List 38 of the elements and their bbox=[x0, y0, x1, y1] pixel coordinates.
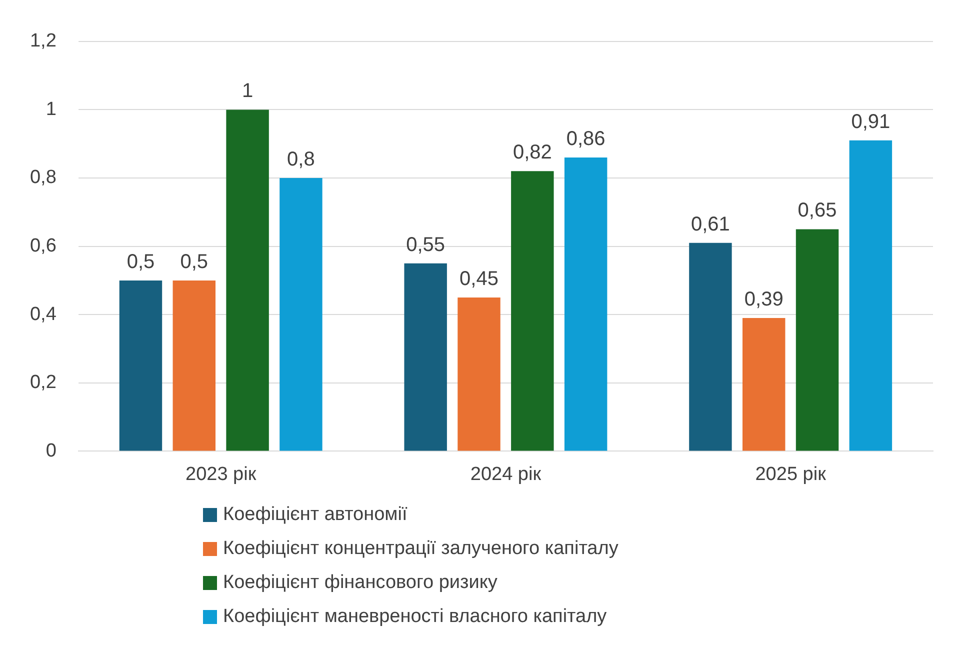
legend-label: Коефіцієнт фінансового ризику bbox=[223, 572, 498, 594]
bar bbox=[119, 280, 162, 451]
bar bbox=[280, 178, 322, 451]
bar bbox=[226, 110, 269, 451]
bar bbox=[689, 242, 732, 451]
bar bbox=[742, 318, 786, 451]
y-tick-label: 0,2 bbox=[30, 372, 56, 394]
bar bbox=[172, 280, 216, 451]
data-label: 0,86 bbox=[566, 128, 606, 150]
y-tick-label: 0 bbox=[46, 440, 56, 462]
data-label: 0,61 bbox=[690, 213, 730, 236]
y-tick-label: 1 bbox=[46, 98, 56, 120]
data-label: 0,5 bbox=[180, 250, 208, 273]
data-label: 0,82 bbox=[512, 142, 552, 164]
y-tick-label: 0,8 bbox=[30, 167, 56, 188]
y-tick-label: 0,4 bbox=[30, 304, 57, 325]
legend-label: Коефіцієнт маневреності власного капіталу bbox=[223, 606, 607, 628]
bar bbox=[458, 298, 500, 451]
legend-label: Коефіцієнт автономії bbox=[223, 504, 408, 526]
data-label: 1 bbox=[242, 80, 254, 102]
data-label: 0,91 bbox=[851, 110, 890, 133]
bar bbox=[796, 229, 839, 451]
data-label: 0,5 bbox=[126, 250, 155, 273]
y-tick-label: 1,2 bbox=[30, 30, 56, 52]
data-label: 0,39 bbox=[744, 288, 784, 311]
x-tick-label: 2023 рік bbox=[186, 464, 257, 485]
data-label: 0,8 bbox=[287, 148, 315, 171]
bar bbox=[511, 171, 554, 451]
data-label: 0,55 bbox=[406, 234, 446, 256]
bar bbox=[404, 263, 447, 451]
bar bbox=[564, 158, 608, 451]
legend-label: Коефіцієнт концентрації залученого капіталу bbox=[223, 538, 618, 560]
bar bbox=[849, 140, 892, 451]
y-tick-label: 0,6 bbox=[30, 236, 56, 257]
data-label: 0,65 bbox=[798, 200, 837, 222]
data-label: 0,45 bbox=[460, 268, 498, 290]
x-tick-label: 2024 рік bbox=[470, 464, 542, 485]
x-tick-label: 2025 рік bbox=[755, 464, 827, 485]
